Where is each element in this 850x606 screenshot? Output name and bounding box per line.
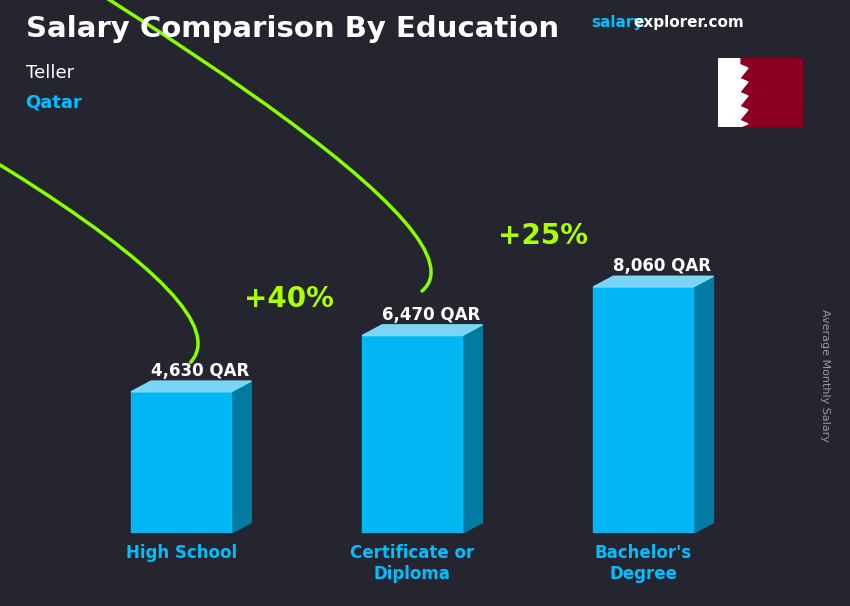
Polygon shape xyxy=(740,58,748,127)
Text: Average Monthly Salary: Average Monthly Salary xyxy=(820,309,830,442)
Text: Qatar: Qatar xyxy=(26,94,82,112)
Text: explorer.com: explorer.com xyxy=(633,15,744,30)
Polygon shape xyxy=(718,58,740,127)
Polygon shape xyxy=(740,58,803,127)
Polygon shape xyxy=(362,325,482,336)
Polygon shape xyxy=(462,325,482,533)
Text: Teller: Teller xyxy=(26,64,74,82)
Text: 6,470 QAR: 6,470 QAR xyxy=(382,306,480,324)
Text: Salary Comparison By Education: Salary Comparison By Education xyxy=(26,15,558,43)
Text: 8,060 QAR: 8,060 QAR xyxy=(613,258,711,275)
Polygon shape xyxy=(593,276,713,287)
Polygon shape xyxy=(593,287,694,533)
Text: salary: salary xyxy=(591,15,643,30)
Polygon shape xyxy=(131,391,231,533)
Polygon shape xyxy=(362,336,462,533)
Polygon shape xyxy=(694,276,713,533)
Polygon shape xyxy=(131,381,252,391)
Polygon shape xyxy=(231,381,252,533)
Text: +40%: +40% xyxy=(244,285,334,313)
Text: 4,630 QAR: 4,630 QAR xyxy=(150,362,249,379)
Text: +25%: +25% xyxy=(498,222,588,250)
